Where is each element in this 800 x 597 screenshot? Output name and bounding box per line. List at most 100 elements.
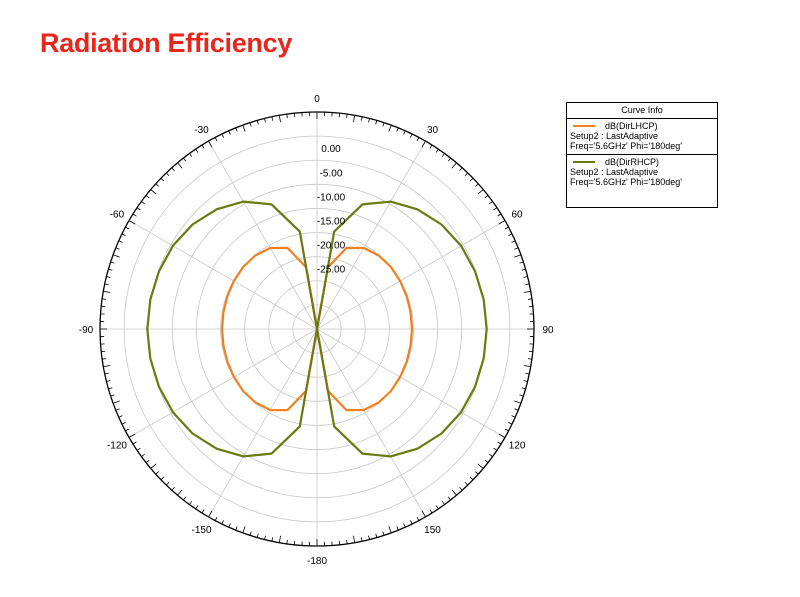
angle-tick-mark	[286, 539, 288, 544]
angle-tick-mark	[497, 213, 502, 217]
angle-tick-mark	[493, 447, 498, 451]
angle-tick-mark	[421, 140, 426, 148]
angle-tick-mark	[368, 535, 370, 540]
angle-tick-mark	[171, 167, 175, 171]
angle-tick-label: -120	[107, 441, 127, 452]
angle-tick-mark	[278, 535, 281, 543]
angle-tick-mark	[177, 489, 183, 496]
angle-tick-mark	[141, 453, 145, 457]
series-layer	[146, 200, 488, 458]
angle-tick-label: 30	[427, 125, 439, 136]
angle-tick-mark	[416, 516, 420, 521]
angle-tick-mark	[221, 520, 224, 525]
angle-tick-mark	[511, 415, 516, 418]
angle-tick-mark	[464, 481, 469, 486]
angle-tick-mark	[208, 510, 213, 518]
angle-tick-mark	[201, 144, 205, 149]
angle-tick-mark	[256, 533, 259, 538]
grid-spoke	[316, 220, 506, 330]
legend-series-params: Freq='5.6GHz' Phi='180deg'	[570, 141, 682, 151]
angle-tick-mark	[177, 162, 183, 169]
angle-tick-mark	[103, 290, 111, 293]
angle-tick-mark	[521, 268, 526, 271]
angle-tick-mark	[160, 476, 165, 481]
angle-tick-mark	[256, 120, 259, 125]
angle-tick-mark	[132, 213, 137, 217]
grid-spoke	[208, 140, 318, 330]
legend-entry-lhcp[interactable]: dB(DirLHCP) Setup2 : LastAdaptive Freq='…	[567, 119, 717, 154]
angle-tick-label: -60	[110, 210, 125, 221]
angle-tick-mark	[125, 428, 130, 432]
legend-swatch-rhcp	[573, 161, 595, 163]
grid-spoke	[128, 328, 318, 438]
angle-tick-mark	[228, 523, 231, 528]
angle-tick-mark	[115, 247, 120, 250]
angle-tick-mark	[421, 510, 426, 518]
angle-tick-mark	[360, 537, 363, 542]
angle-tick-mark	[264, 535, 266, 540]
angle-tick-mark	[396, 127, 399, 132]
angle-tick-mark	[208, 140, 213, 148]
angle-tick-mark	[375, 120, 378, 125]
angle-tick-label: 0	[314, 94, 320, 105]
angle-tick-mark	[108, 387, 113, 390]
angle-tick-mark	[171, 487, 175, 491]
angle-tick-label: 60	[511, 210, 523, 221]
angle-tick-mark	[489, 453, 493, 457]
angle-tick-mark	[403, 130, 406, 135]
angle-tick-mark	[375, 533, 378, 538]
angle-tick-mark	[504, 226, 509, 230]
angle-tick-mark	[353, 115, 356, 123]
angle-tick-mark	[136, 447, 141, 451]
legend-entry-rhcp[interactable]: dB(DirRHCP) Setup2 : LastAdaptive Freq='…	[567, 154, 717, 190]
angle-tick-mark	[118, 415, 123, 418]
angle-tick-mark	[115, 408, 120, 411]
angle-tick-mark	[498, 220, 506, 225]
legend-series-setup: Setup2 : LastAdaptive	[570, 131, 659, 141]
angle-tick-mark	[189, 153, 193, 157]
angle-tick-mark	[489, 201, 493, 205]
angle-tick-mark	[525, 283, 530, 286]
angle-tick-mark	[112, 400, 120, 404]
angle-tick-mark	[136, 207, 141, 211]
angle-tick-mark	[382, 531, 385, 536]
angle-tick-mark	[429, 144, 433, 149]
angle-tick-mark	[388, 124, 392, 132]
angle-tick-mark	[429, 509, 433, 514]
angle-tick-mark	[195, 505, 199, 510]
angle-tick-mark	[477, 463, 484, 469]
angle-tick-label: -180	[307, 556, 327, 567]
angle-tick-mark	[228, 130, 231, 135]
angle-tick-label: 150	[424, 525, 441, 536]
angle-tick-mark	[189, 501, 193, 505]
angle-tick-mark	[106, 276, 111, 278]
angle-tick-mark	[155, 471, 159, 475]
angle-tick-mark	[128, 433, 136, 438]
angle-tick-mark	[459, 167, 463, 171]
angle-tick-mark	[128, 220, 136, 225]
curve-info-legend[interactable]: Curve Info dB(DirLHCP) Setup2 : LastAdap…	[566, 102, 718, 208]
angle-tick-mark	[514, 254, 522, 258]
angle-tick-mark	[514, 408, 519, 411]
angle-tick-mark	[435, 505, 439, 510]
angle-tick-mark	[410, 133, 413, 138]
angle-tick-mark	[410, 520, 413, 525]
angle-tick-mark	[121, 422, 126, 425]
angle-tick-mark	[108, 268, 113, 271]
angle-tick-mark	[469, 177, 474, 182]
grid-spoke	[208, 328, 318, 518]
angle-tick-mark	[110, 394, 115, 397]
angle-tick-mark	[104, 283, 109, 286]
angle-tick-mark	[242, 526, 246, 534]
angle-tick-mark	[519, 394, 524, 397]
legend-series-name: dB(DirRHCP)	[605, 157, 659, 167]
angle-tick-mark	[118, 240, 123, 243]
angle-tick-mark	[201, 509, 205, 514]
angle-tick-mark	[112, 254, 120, 258]
angle-tick-mark	[249, 531, 252, 536]
angle-tick-mark	[523, 290, 531, 293]
grid-spoke	[316, 328, 426, 518]
radial-tick-label: -20.00	[317, 241, 346, 252]
angle-tick-mark	[498, 433, 506, 438]
radial-tick-label: -5.00	[320, 168, 343, 179]
